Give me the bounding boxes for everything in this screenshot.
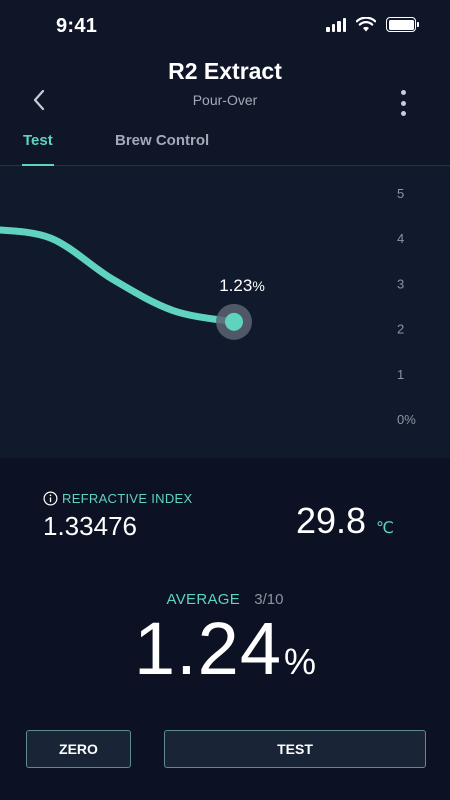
current-point-label: 1.23% (219, 276, 265, 295)
refractive-index-header: REFRACTIVE INDEX (43, 491, 192, 506)
wifi-icon (356, 17, 376, 32)
status-time: 9:41 (56, 15, 98, 37)
y-tick-label: 1 (397, 367, 404, 382)
y-tick-label: 4 (397, 231, 404, 246)
chevron-left-icon[interactable] (28, 88, 52, 112)
average-display: 1.24% (0, 606, 450, 691)
page-title: R2 Extract (168, 58, 282, 84)
status-bar: 9:41 (0, 0, 450, 50)
more-vertical-icon[interactable] (398, 90, 408, 116)
zero-button[interactable]: ZERO (26, 730, 131, 768)
tab-brew-control[interactable]: Brew Control (115, 132, 210, 149)
active-tab-indicator (22, 164, 54, 166)
info-icon[interactable] (43, 491, 58, 506)
tab-bar: Test Brew Control (0, 120, 450, 166)
refractive-index-value: 1.33476 (43, 511, 137, 541)
average-value: 1.24 (133, 607, 282, 690)
temperature-unit: ℃ (376, 520, 394, 537)
y-tick-label: 5 (397, 186, 404, 201)
tab-test[interactable]: Test (23, 132, 53, 149)
status-icons (326, 17, 419, 32)
extraction-chart: 5 4 3 2 1 0% 1.23% (0, 166, 450, 458)
battery-icon (386, 17, 419, 32)
current-point-marker (225, 312, 243, 331)
average-count: 3/10 (254, 591, 284, 608)
signal-icon (326, 17, 346, 32)
test-button[interactable]: TEST (164, 730, 426, 768)
y-tick-label: 2 (397, 322, 404, 337)
refractive-index-label: REFRACTIVE INDEX (62, 491, 193, 506)
chart-svg: 5 4 3 2 1 0% 1.23% (0, 186, 416, 427)
page-subtitle: Pour-Over (192, 92, 258, 108)
header: R2 Extract Pour-Over (0, 50, 450, 120)
average-header: AVERAGE 3/10 (0, 591, 450, 608)
y-tick-label: 0% (397, 412, 416, 427)
y-tick-label: 3 (397, 276, 404, 291)
readings-panel: REFRACTIVE INDEX 1.33476 29.8 ℃ AVERAGE … (0, 458, 450, 800)
temperature-value: 29.8 (296, 500, 367, 541)
average-label: AVERAGE (166, 591, 241, 608)
extraction-series-line (0, 226, 238, 326)
average-unit: % (284, 641, 317, 682)
